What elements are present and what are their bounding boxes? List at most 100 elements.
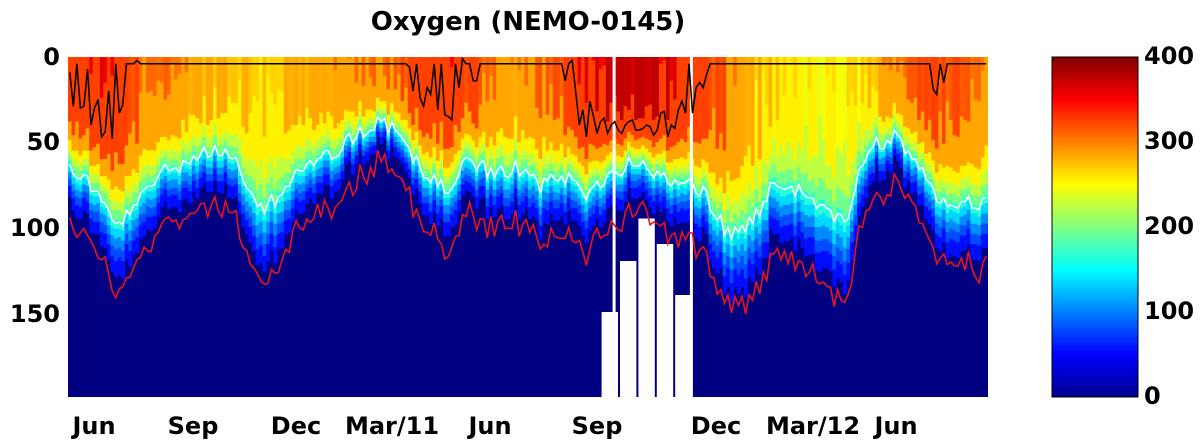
heatmap-cell — [719, 177, 724, 192]
heatmap-cell — [184, 131, 189, 146]
heatmap-cell — [676, 203, 681, 213]
heatmap-cell — [160, 187, 165, 196]
heatmap-cell — [924, 177, 929, 185]
heatmap-cell — [92, 211, 97, 223]
heatmap-cell — [910, 143, 915, 151]
heatmap-cell — [206, 167, 211, 175]
heatmap-cell — [602, 210, 607, 223]
heatmap-cell — [708, 244, 713, 260]
heatmap-cell — [864, 179, 869, 187]
heatmap-cell — [453, 57, 458, 126]
heatmap-cell — [563, 187, 568, 196]
heatmap-cell — [864, 186, 869, 199]
heatmap-column — [899, 57, 904, 168]
heatmap-cell — [425, 196, 430, 204]
heatmap-cell — [135, 210, 140, 219]
heatmap-cell — [520, 130, 526, 151]
heatmap-cell — [128, 191, 133, 202]
heatmap-cell — [913, 174, 918, 182]
heatmap-cell — [336, 57, 342, 124]
heatmap-cell — [552, 208, 557, 221]
heatmap-cell — [984, 184, 988, 196]
heatmap-cell — [347, 136, 352, 143]
heatmap-cell — [761, 159, 766, 184]
heatmap-cell — [609, 102, 614, 141]
heatmap-cell — [945, 213, 950, 223]
heatmap-column — [772, 57, 777, 235]
heatmap-cell — [474, 181, 480, 191]
heatmap-cell — [145, 206, 150, 218]
heatmap-column — [818, 57, 823, 272]
heatmap-cell — [464, 57, 469, 104]
heatmap-cell — [857, 203, 862, 216]
heatmap-cell — [581, 198, 586, 206]
heatmap-cell — [637, 164, 642, 170]
heatmap-cell — [329, 157, 334, 165]
heatmap-cell — [644, 182, 649, 191]
heatmap-cell — [206, 174, 211, 182]
heatmap-cell — [379, 109, 384, 116]
heatmap-cell — [287, 57, 292, 131]
heatmap-cell — [931, 140, 936, 162]
heatmap-cell — [421, 162, 426, 170]
heatmap-cell — [333, 140, 338, 150]
heatmap-cell — [96, 196, 101, 204]
heatmap-cell — [131, 211, 136, 221]
heatmap-cell — [892, 138, 897, 145]
heatmap-cell — [382, 128, 388, 133]
heatmap-cell — [701, 206, 706, 216]
heatmap-cell — [853, 215, 858, 226]
heatmap-cell — [220, 135, 225, 146]
heatmap-cell — [528, 206, 533, 219]
heatmap-cell — [181, 159, 186, 167]
heatmap-column — [386, 57, 391, 160]
heatmap-cell — [329, 148, 334, 158]
heatmap-cell — [750, 230, 756, 242]
heatmap-cell — [807, 216, 812, 228]
heatmap-cell — [598, 147, 603, 163]
heatmap-column — [174, 57, 179, 208]
heatmap-cell — [326, 174, 331, 185]
heatmap-cell — [517, 196, 522, 206]
heatmap-cell — [616, 155, 621, 163]
heatmap-cell — [623, 191, 628, 202]
heatmap-cell — [697, 218, 702, 228]
heatmap-cell — [407, 169, 412, 179]
heatmap-cell — [266, 75, 271, 163]
heatmap-cell — [598, 162, 603, 172]
heatmap-cell — [382, 113, 388, 117]
heatmap-cell — [584, 174, 589, 184]
heatmap-cell — [375, 97, 380, 107]
heatmap-cell — [669, 162, 674, 172]
heatmap-cell — [170, 187, 175, 196]
heatmap-cell — [669, 191, 674, 199]
heatmap-cell — [864, 164, 869, 172]
heatmap-cell — [768, 57, 773, 128]
heatmap-cell — [138, 57, 143, 94]
heatmap-cell — [428, 167, 434, 175]
heatmap-cell — [804, 191, 809, 206]
heatmap-cell — [145, 92, 150, 151]
heatmap-cell — [733, 269, 738, 287]
heatmap-cell — [312, 145, 317, 157]
heatmap-cell — [857, 121, 862, 151]
heatmap-cell — [361, 145, 366, 151]
heatmap-cell — [191, 135, 196, 146]
heatmap-cell — [648, 196, 653, 208]
heatmap-cell — [160, 172, 165, 180]
heatmap-cell — [106, 189, 112, 201]
heatmap-cell — [956, 172, 961, 187]
heatmap-cell — [818, 199, 823, 216]
heatmap-cell — [471, 123, 476, 141]
heatmap-column — [128, 57, 133, 267]
heatmap-cell — [198, 123, 204, 138]
heatmap-cell — [704, 221, 710, 235]
heatmap-cell — [103, 57, 108, 83]
heatmap-cell — [570, 191, 575, 201]
heatmap-cell — [531, 153, 536, 165]
heatmap-cell — [128, 230, 133, 242]
heatmap-cell — [326, 140, 331, 148]
heatmap-cell — [768, 187, 773, 197]
heatmap-cell — [821, 181, 826, 201]
heatmap-cell — [114, 152, 119, 187]
